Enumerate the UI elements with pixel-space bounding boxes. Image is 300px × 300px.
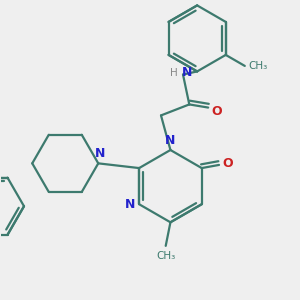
Text: H: H — [169, 68, 177, 78]
Text: O: O — [222, 157, 233, 170]
Text: CH₃: CH₃ — [249, 61, 268, 71]
Text: N: N — [165, 134, 176, 148]
Text: CH₃: CH₃ — [156, 250, 175, 261]
Text: N: N — [182, 67, 192, 80]
Text: O: O — [211, 105, 222, 118]
Text: N: N — [125, 198, 135, 211]
Text: N: N — [94, 147, 105, 160]
